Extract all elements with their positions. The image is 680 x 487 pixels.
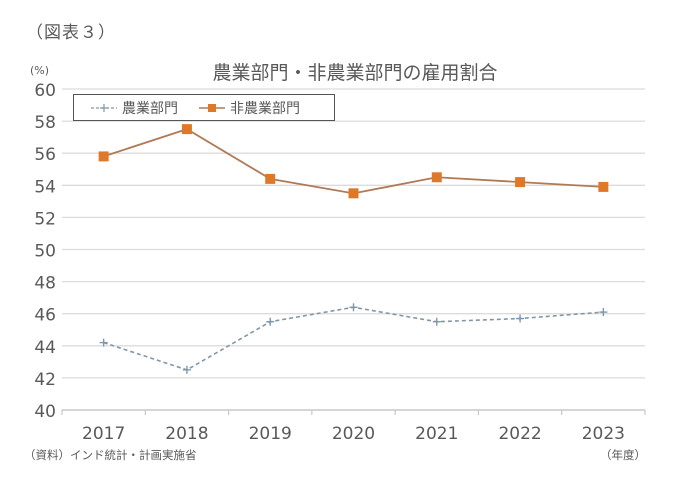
source-note: （資料）インド統計・計画実施省 [24,448,197,462]
y-tick-label: 46 [34,306,56,326]
data-point [265,173,276,184]
x-axis-unit-label: （年度） [600,448,646,462]
x-tick-label: 2018 [165,424,208,444]
data-point [431,172,442,183]
legend-swatch-plus-icon [91,103,117,112]
data-point [348,188,359,199]
legend: 農業部門 非農業部門 [73,94,335,121]
legend-label-non-agriculture: 非農業部門 [230,100,300,117]
y-tick-label: 54 [34,177,56,197]
data-point [349,303,358,312]
data-point [182,365,191,374]
y-tick-label: 48 [34,274,56,294]
data-point [515,177,526,188]
y-tick-label: 52 [34,209,56,229]
y-tick-label: 44 [34,338,56,358]
y-axis-tick-labels: 40 42 44 46 48 50 52 54 56 58 60 [34,81,56,422]
x-axis: 2017 2018 2019 2020 2021 2022 2023 [61,410,646,444]
series-agriculture [99,303,608,374]
gridlines [62,88,645,411]
series-non-agriculture [98,124,609,199]
y-tick-label: 56 [34,145,56,165]
series-line [103,128,604,195]
y-axis-unit-label: (%) [30,64,50,77]
data-point [516,314,525,323]
y-tick-label: 42 [34,370,56,390]
data-point [599,308,608,317]
data-point [99,338,108,347]
x-tick-label: 2019 [249,424,292,444]
legend-item-agriculture: 農業部門 [90,98,178,118]
x-tick-label: 2020 [332,424,375,444]
chart-title: 農業部門・非農業部門の雇用割合 [212,62,498,84]
figure-label: （図表３） [26,23,116,43]
data-point [598,181,609,192]
x-tick-label: 2021 [415,424,458,444]
x-tick-label: 2017 [82,424,125,444]
x-tick-label: 2022 [498,424,541,444]
data-point [98,151,109,162]
data-point [432,317,441,326]
data-point [181,124,192,135]
legend-label-agriculture: 農業部門 [122,100,178,117]
y-tick-label: 60 [34,81,56,101]
series-line [103,306,604,371]
x-tick-label: 2023 [582,424,625,444]
legend-item-non-agriculture: 非農業部門 [198,98,300,118]
y-tick-label: 58 [34,113,56,133]
y-tick-label: 40 [34,402,56,422]
legend-swatch-square-icon [199,103,225,112]
y-tick-label: 50 [34,242,56,262]
series-group [98,124,609,374]
data-point [266,317,275,326]
